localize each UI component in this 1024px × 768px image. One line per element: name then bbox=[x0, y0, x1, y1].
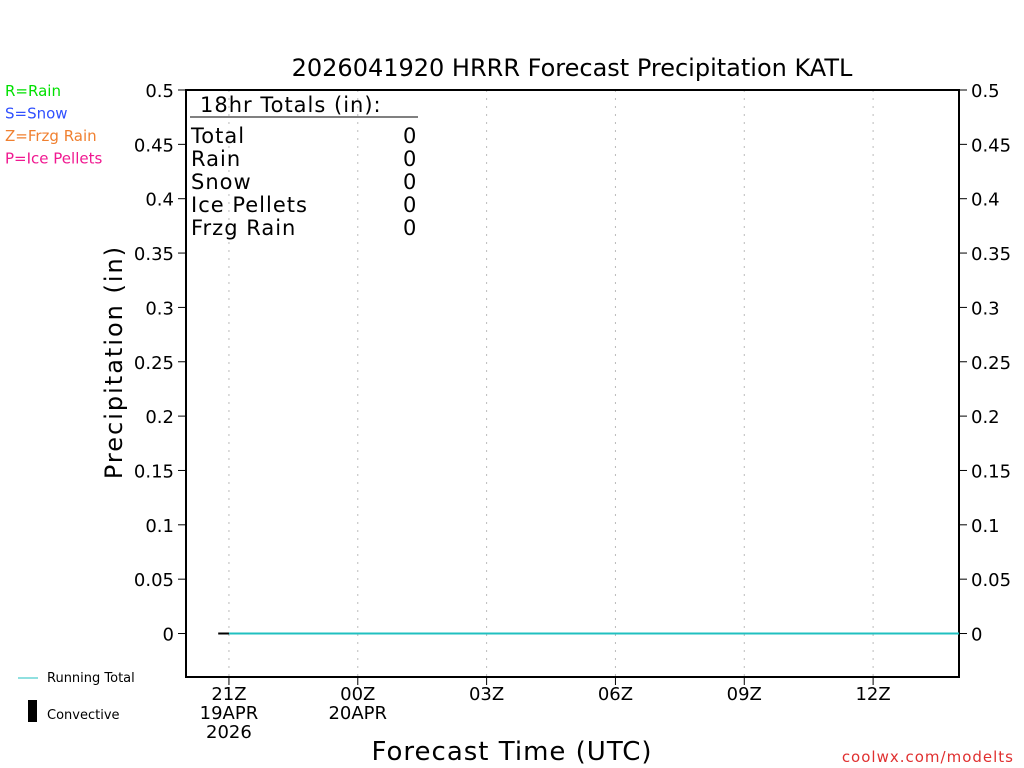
x-tick-label: 09Z bbox=[727, 684, 762, 705]
x-tick-label: 03Z bbox=[469, 684, 504, 705]
x-tick-label: 12Z bbox=[855, 684, 890, 705]
totals-row-value: 0 bbox=[403, 216, 416, 240]
totals-row-label: Rain bbox=[191, 147, 241, 171]
y-tick-label-right: 0.05 bbox=[971, 570, 1011, 591]
y-tick-label-left: 0.15 bbox=[134, 461, 174, 482]
y-tick-label-right: 0.2 bbox=[971, 407, 1000, 428]
x-tick-label: 21Z bbox=[211, 684, 246, 705]
precip-type-legend-item: P=Ice Pellets bbox=[5, 150, 102, 168]
totals-row-label: Total bbox=[190, 124, 245, 148]
totals-row-value: 0 bbox=[403, 170, 416, 194]
x-tick-label: 06Z bbox=[598, 684, 633, 705]
y-tick-label-left: 0.2 bbox=[145, 407, 174, 428]
y-tick-label-left: 0.4 bbox=[145, 190, 174, 211]
convective-legend-label: Convective bbox=[47, 708, 120, 723]
y-tick-label-left: 0.05 bbox=[134, 570, 174, 591]
totals-row-value: 0 bbox=[403, 124, 416, 148]
credit-text: coolwx.com/modelts bbox=[842, 748, 1014, 766]
totals-row-value: 0 bbox=[403, 193, 416, 217]
y-tick-label-right: 0.4 bbox=[971, 190, 1000, 211]
x-axis-label: Forecast Time (UTC) bbox=[371, 737, 652, 767]
y-tick-label-right: 0.5 bbox=[971, 81, 1000, 102]
y-tick-label-left: 0 bbox=[163, 625, 174, 646]
totals-row-value: 0 bbox=[403, 147, 416, 171]
x-tick-label: 00Z bbox=[340, 684, 375, 705]
totals-row-label: Frzg Rain bbox=[191, 216, 296, 240]
y-tick-label-right: 0.15 bbox=[971, 461, 1011, 482]
chart-title: 2026041920 HRRR Forecast Precipitation K… bbox=[292, 54, 853, 82]
y-tick-label-right: 0.25 bbox=[971, 353, 1011, 374]
y-tick-label-right: 0.35 bbox=[971, 244, 1011, 265]
y-tick-label-left: 0.25 bbox=[134, 353, 174, 374]
x-tick-label: 19APR bbox=[200, 703, 259, 724]
convective-legend-swatch bbox=[28, 700, 37, 722]
y-tick-label-right: 0.1 bbox=[971, 516, 1000, 537]
y-tick-label-right: 0.3 bbox=[971, 298, 1000, 319]
totals-heading: 18hr Totals (in): bbox=[200, 93, 382, 117]
y-tick-label-left: 0.35 bbox=[134, 244, 174, 265]
y-tick-label-left: 0.1 bbox=[145, 516, 174, 537]
y-tick-label-right: 0.45 bbox=[971, 135, 1011, 156]
precip-type-legend-item: Z=Frzg Rain bbox=[5, 127, 97, 145]
running-total-legend-label: Running Total bbox=[47, 671, 135, 686]
totals-row-label: Ice Pellets bbox=[191, 193, 308, 217]
x-tick-label: 20APR bbox=[328, 703, 387, 724]
y-tick-label-left: 0.5 bbox=[145, 81, 174, 102]
y-tick-label-left: 0.3 bbox=[145, 298, 174, 319]
x-tick-label: 2026 bbox=[206, 722, 252, 743]
precip-type-legend-item: S=Snow bbox=[5, 105, 68, 123]
plot-frame bbox=[185, 89, 960, 678]
y-tick-label-right: 0 bbox=[971, 625, 982, 646]
y-axis-label: Precipitation (in) bbox=[100, 245, 128, 479]
precip-type-legend-item: R=Rain bbox=[5, 82, 61, 100]
totals-row-label: Snow bbox=[191, 170, 252, 194]
y-tick-label-left: 0.45 bbox=[134, 135, 174, 156]
